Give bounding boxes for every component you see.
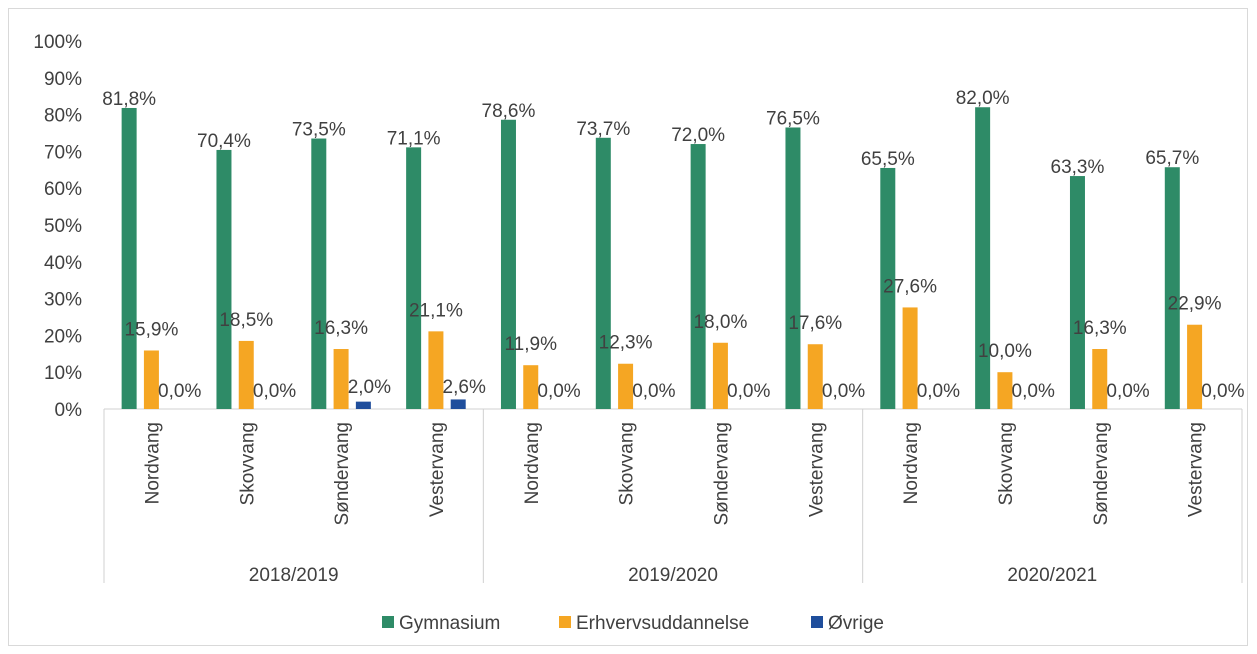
bar--vrige [450, 399, 466, 409]
bar-gymnasium [975, 107, 991, 410]
bar-erhvervsuddannelse [238, 340, 254, 409]
data-label: 2,6% [443, 377, 486, 398]
y-tick-label: 10% [44, 363, 82, 384]
data-label: 71,1% [387, 128, 441, 149]
data-label: 70,4% [197, 131, 251, 152]
data-label: 0,0% [917, 381, 960, 402]
data-label: 81,8% [102, 89, 156, 110]
data-label: 72,0% [671, 125, 725, 146]
y-tick-label: 30% [44, 290, 82, 311]
y-tick-label: 20% [44, 326, 82, 347]
data-label: 2,0% [348, 377, 391, 398]
data-label: 12,3% [599, 333, 653, 354]
y-tick-label: 80% [44, 106, 82, 127]
bar-erhvervsuddannelse [1187, 324, 1203, 409]
data-label: 16,3% [314, 318, 368, 339]
data-label: 18,0% [693, 312, 747, 333]
x-category-label: Nordvang [901, 422, 922, 504]
bar-erhvervsuddannelse [902, 307, 918, 409]
data-label: 0,0% [1106, 381, 1149, 402]
bar-erhvervsuddannelse [523, 365, 539, 409]
legend-swatch [811, 616, 823, 628]
y-tick-label: 100% [33, 32, 82, 53]
data-label: 18,5% [219, 310, 273, 331]
data-label: 0,0% [632, 381, 675, 402]
data-label: 16,3% [1073, 318, 1127, 339]
data-label: 65,5% [861, 149, 915, 170]
bar-erhvervsuddannelse [618, 363, 634, 409]
data-label: 15,9% [124, 319, 178, 340]
x-category-label: Nordvang [142, 422, 163, 504]
data-label: 27,6% [883, 276, 937, 297]
y-tick-label: 50% [44, 216, 82, 237]
bar-gymnasium [406, 147, 422, 410]
data-label: 0,0% [158, 381, 201, 402]
data-label: 63,3% [1051, 157, 1105, 178]
data-label: 78,6% [482, 101, 536, 122]
x-category-label: Vestervang [1186, 422, 1207, 517]
data-label: 0,0% [1201, 381, 1244, 402]
y-tick-label: 0% [55, 400, 83, 421]
bar-erhvervsuddannelse [1092, 349, 1108, 409]
data-label: 0,0% [253, 381, 296, 402]
data-label: 0,0% [822, 381, 865, 402]
x-category-label: Vestervang [806, 422, 827, 517]
bar-erhvervsuddannelse [143, 350, 159, 409]
data-label: 82,0% [956, 88, 1010, 109]
x-category-label: Søndervang [332, 422, 353, 526]
x-category-label: Skovvang [237, 422, 258, 505]
bar-gymnasium [785, 127, 801, 409]
data-label: 73,7% [576, 119, 630, 140]
bar-gymnasium [311, 138, 327, 409]
data-label: 73,5% [292, 120, 346, 141]
bar-erhvervsuddannelse [428, 331, 444, 409]
bar--vrige [355, 401, 371, 409]
data-label: 0,0% [727, 381, 770, 402]
bar-gymnasium [1164, 167, 1180, 409]
bar-erhvervsuddannelse [333, 349, 349, 409]
y-tick-label: 40% [44, 253, 82, 274]
data-label: 0,0% [1012, 381, 1055, 402]
x-category-label: Søndervang [711, 422, 732, 526]
x-group-label: 2019/2020 [628, 565, 718, 586]
chart-frame [8, 8, 1248, 646]
x-group-label: 2018/2019 [249, 565, 339, 586]
data-label: 17,6% [788, 313, 842, 334]
x-category-label: Vestervang [427, 422, 448, 517]
data-label: 21,1% [409, 300, 463, 321]
bar-erhvervsuddannelse [997, 372, 1013, 409]
bar-gymnasium [216, 149, 232, 410]
legend-label: Erhvervsuddannelse [576, 613, 749, 634]
x-group-label: 2020/2021 [1007, 565, 1097, 586]
data-label: 0,0% [537, 381, 580, 402]
bar-erhvervsuddannelse [807, 344, 823, 409]
y-tick-label: 70% [44, 142, 82, 163]
data-label: 11,9% [505, 334, 558, 355]
y-tick-label: 90% [44, 69, 82, 90]
bar-gymnasium [690, 144, 706, 410]
legend-label: Gymnasium [399, 613, 500, 634]
legend-swatch [382, 616, 394, 628]
legend-swatch [559, 616, 571, 628]
x-category-label: Skovvang [617, 422, 638, 505]
bar-gymnasium [500, 119, 516, 409]
x-category-label: Nordvang [522, 422, 543, 504]
bar-gymnasium [121, 107, 137, 409]
bar-gymnasium [880, 167, 896, 409]
data-label: 65,7% [1145, 148, 1199, 169]
bar-gymnasium [1069, 176, 1085, 409]
x-category-label: Skovvang [996, 422, 1017, 505]
bar-gymnasium [595, 137, 611, 409]
x-category-label: Søndervang [1091, 422, 1112, 526]
data-label: 10,0% [978, 341, 1032, 362]
data-label: 76,5% [766, 108, 820, 129]
y-tick-label: 60% [44, 179, 82, 200]
data-label: 22,9% [1168, 294, 1222, 315]
legend-label: Øvrige [828, 613, 884, 634]
bar-erhvervsuddannelse [712, 342, 728, 409]
